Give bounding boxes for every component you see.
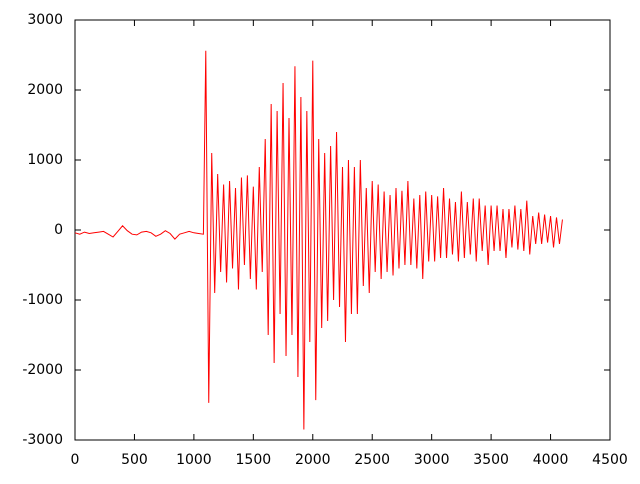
data-line (74, 50, 563, 430)
x-tick-label: 3000 (414, 452, 450, 468)
x-tick-label: 2500 (354, 452, 390, 468)
x-tick-label: 3500 (473, 452, 509, 468)
x-tick-label: 1500 (236, 452, 272, 468)
x-tick-label: 4500 (592, 452, 628, 468)
y-tick-label: 2000 (27, 82, 63, 98)
x-tick-label: 0 (71, 452, 80, 468)
y-tick-label: -3000 (22, 432, 63, 448)
x-tick-label: 2000 (295, 452, 331, 468)
x-tick-label: 1000 (176, 452, 212, 468)
y-tick-label: 3000 (27, 12, 63, 28)
y-tick-label: 1000 (27, 152, 63, 168)
y-tick-label: -1000 (22, 292, 63, 308)
y-tick-label: -2000 (22, 362, 63, 378)
y-tick-label: 0 (54, 222, 63, 238)
x-tick-label: 500 (121, 452, 148, 468)
x-tick-label: 4000 (533, 452, 569, 468)
plot-border (74, 19, 611, 441)
